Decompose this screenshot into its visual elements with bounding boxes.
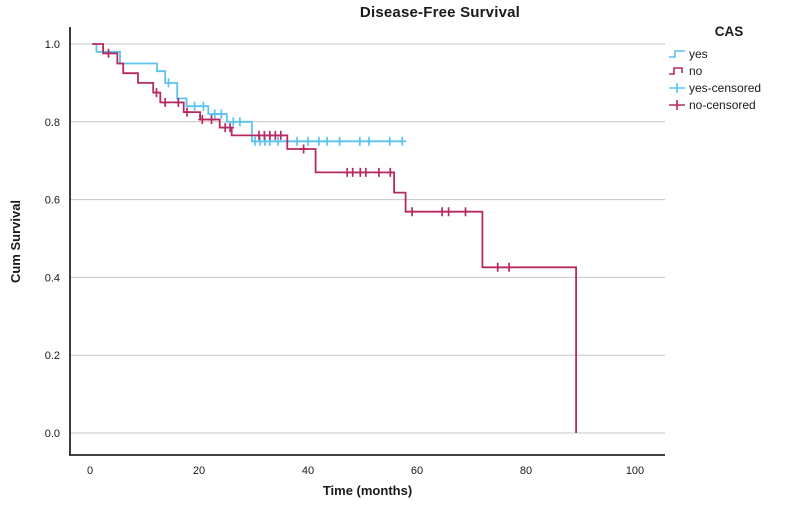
y-tick-0.2: 0.2 <box>45 350 60 362</box>
y-tick-0.0: 0.0 <box>45 428 60 440</box>
x-axis-title: Time (months) <box>322 483 413 498</box>
legend-entry-no: no <box>668 62 790 79</box>
y-tick-0.8: 0.8 <box>45 117 60 129</box>
plus-marker-swatch-no <box>669 99 685 110</box>
censor-marks-yes <box>164 78 407 146</box>
gridlines <box>70 43 665 434</box>
censor-marks-no <box>104 48 514 272</box>
legend-label-yes: yes <box>689 46 708 61</box>
legend-title: CAS <box>714 24 744 39</box>
legend-entry-yes-censored: yes-censored <box>668 79 790 96</box>
x-tick-20: 20 <box>193 465 205 477</box>
x-tick-0: 0 <box>87 465 93 477</box>
y-tick-0.6: 0.6 <box>45 195 60 207</box>
legend-entry-no-censored: no-censored <box>668 96 790 113</box>
x-tick-labels: 0 20 40 60 80 100 <box>87 465 644 477</box>
curve-yes <box>92 43 404 143</box>
legend-label-no-censored: no-censored <box>689 97 756 112</box>
chart-title: Disease-Free Survival <box>359 4 521 21</box>
legend-entry-yes: yes <box>668 45 790 62</box>
y-tick-0.4: 0.4 <box>45 272 60 284</box>
legend-label-no: no <box>689 63 703 78</box>
legend-label-yes-censored: yes-censored <box>689 80 762 95</box>
step-line-swatch-no <box>669 66 683 75</box>
step-line-swatch-yes <box>669 49 685 58</box>
y-tick-1.0: 1.0 <box>45 39 60 51</box>
x-tick-40: 40 <box>302 465 314 477</box>
x-tick-60: 60 <box>411 465 423 477</box>
x-tick-100: 100 <box>626 465 644 477</box>
plus-marker-swatch-yes <box>669 82 685 93</box>
x-tick-80: 80 <box>520 465 532 477</box>
y-axis-title: Cum Survival <box>8 199 23 284</box>
legend: CAS yes no yes-censored no-censored <box>668 24 790 113</box>
y-tick-labels: 1.0 0.8 0.6 0.4 0.2 0.0 <box>45 39 60 440</box>
